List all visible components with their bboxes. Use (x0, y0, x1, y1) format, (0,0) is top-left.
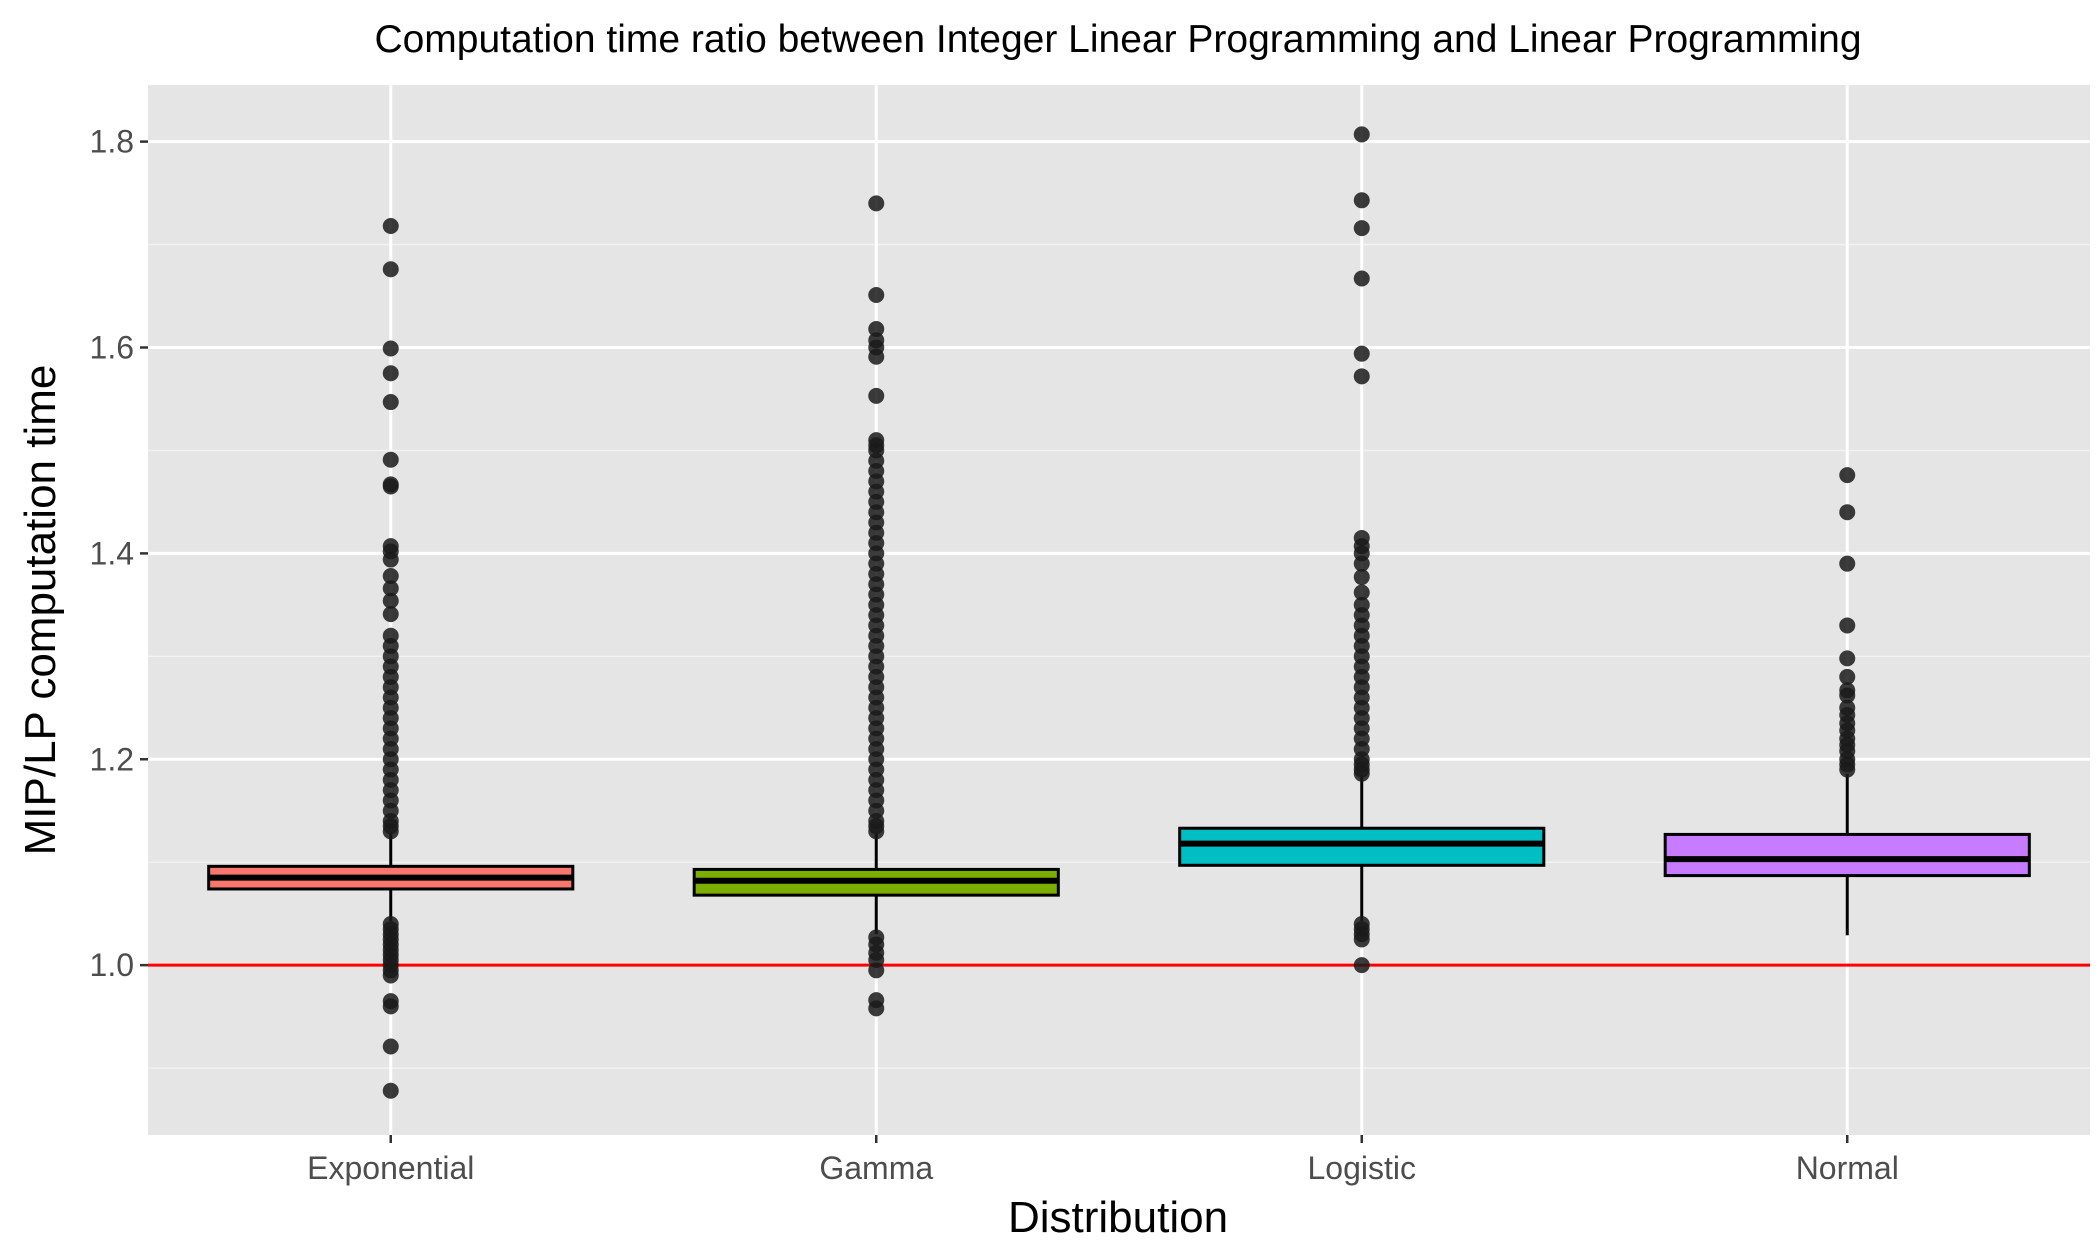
outlier-point (868, 287, 885, 303)
outlier-point (868, 195, 885, 212)
outlier-point (1839, 467, 1856, 484)
outlier-point (382, 568, 399, 585)
x-tick-label: Gamma (819, 1150, 933, 1186)
outlier-point (868, 1000, 885, 1017)
outlier-point (1353, 126, 1370, 143)
outlier-point (1839, 555, 1856, 572)
x-tick-label: Normal (1796, 1150, 1899, 1186)
outlier-point (382, 394, 399, 411)
outlier-point (1839, 668, 1856, 685)
outlier-point (382, 365, 399, 382)
outlier-point (1353, 345, 1370, 362)
box-iqr (1178, 826, 1546, 867)
outlier-point (382, 451, 399, 468)
chart-title: Computation time ratio between Integer L… (374, 18, 1861, 61)
outlier-point (382, 1082, 399, 1099)
box-iqr (1663, 832, 2031, 878)
outlier-point (1353, 220, 1370, 237)
y-axis: 1.0 1.2 1.4 1.6 1.8 (90, 124, 148, 983)
outlier-point (868, 823, 885, 840)
outlier-point (1839, 761, 1856, 778)
y-tick-label: 1.2 (90, 741, 134, 777)
box-normal (1663, 773, 2031, 936)
y-tick-label: 1.6 (90, 330, 134, 366)
outlier-point (382, 1038, 399, 1055)
outlier-point (868, 348, 885, 365)
box-logistic (1178, 774, 1546, 921)
grid-minor (148, 243, 2090, 1069)
boxes-layer (207, 773, 2031, 936)
outlier-point (382, 998, 399, 1015)
outlier-point (1353, 555, 1370, 572)
y-tick-label: 1.8 (90, 124, 134, 160)
outlier-point (1353, 569, 1370, 586)
outlier-point (1353, 270, 1370, 287)
x-axis: Exponential Gamma Logistic Normal (307, 1135, 1899, 1186)
box-gamma (692, 833, 1060, 935)
x-axis-title: Distribution (1008, 1193, 1228, 1242)
outlier-point (868, 962, 885, 979)
outlier-point (382, 606, 399, 623)
outlier-point (382, 823, 399, 840)
outlier-point (382, 261, 399, 278)
y-tick-label: 1.0 (90, 947, 134, 983)
outlier-point (382, 218, 399, 235)
outlier-point (382, 340, 399, 357)
outlier-point (382, 478, 399, 495)
outlier-point (1353, 192, 1370, 209)
x-tick-label: Exponential (307, 1150, 474, 1186)
box-exponential (207, 833, 575, 921)
outlier-point (382, 592, 399, 609)
outlier-point (382, 580, 399, 597)
outlier-point (1839, 687, 1856, 704)
outlier-point (1839, 504, 1856, 521)
plot-panel (148, 85, 2090, 1135)
outlier-point (1353, 957, 1370, 974)
outlier-point (1353, 368, 1370, 385)
outlier-point (868, 387, 885, 404)
x-tick-label: Logistic (1308, 1150, 1417, 1186)
outlier-point (382, 967, 399, 984)
outlier-point (868, 320, 885, 337)
outlier-point (1839, 617, 1856, 634)
outlier-point (1839, 650, 1856, 667)
outliers-layer (382, 126, 1856, 1099)
outlier-point (1353, 931, 1370, 948)
y-tick-label: 1.4 (90, 535, 134, 571)
outlier-point (382, 551, 399, 568)
y-axis-title: MIP/LP computation time (16, 365, 65, 856)
outlier-point (1353, 765, 1370, 782)
outlier-point (1353, 584, 1370, 601)
